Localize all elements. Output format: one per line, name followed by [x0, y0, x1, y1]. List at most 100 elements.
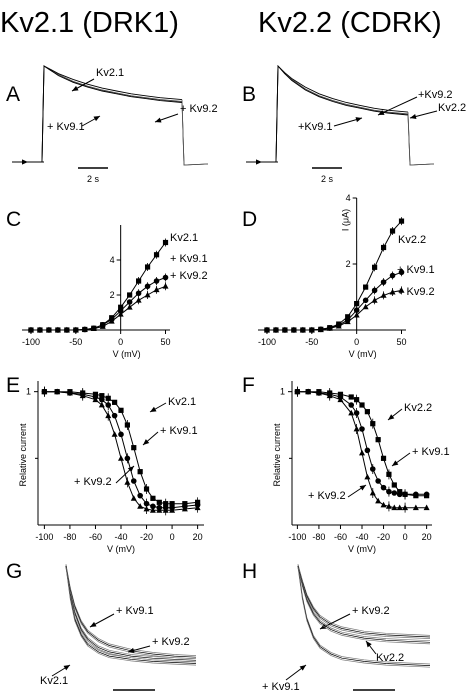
x-tick-label-d-0: 0: [354, 337, 359, 347]
point-c-2-3: [54, 326, 61, 333]
series-arrow-h-2-head: [299, 665, 306, 671]
point-f-2-16: [412, 504, 419, 511]
point-c-2-9: [108, 318, 115, 324]
point-f-0-13: [391, 482, 397, 488]
series-arrow-f-0-head: [388, 414, 395, 420]
tail-trace-g-0-0: [65, 564, 197, 656]
tail-trace-h-1-2: [297, 567, 431, 645]
point-f-2-7: [359, 449, 365, 456]
point-d-0-10: [354, 301, 360, 307]
point-e-0-14: [156, 499, 162, 505]
point-d-0-11: [363, 284, 369, 290]
point-e-0-16: [169, 501, 175, 507]
series-arrow-h-1-head: [366, 641, 372, 648]
point-e-2-1: [54, 388, 61, 395]
tail-trace-h-0-0: [297, 564, 431, 636]
point-f-2-10: [375, 497, 382, 504]
trace-arrow-a-1-head: [155, 117, 162, 123]
y-tick-label-f-1: 1: [280, 387, 285, 397]
point-c-2-2: [45, 326, 52, 333]
plots-layer: Kv2.1+ Kv9.2+ Kv9.12 s+Kv9.2Kv2.2+Kv9.12…: [12, 64, 466, 693]
y-tick-label-c-4: 4: [110, 255, 115, 265]
point-c-0-11: [127, 292, 133, 298]
trace-arrow-b-0-head: [378, 110, 385, 115]
series-arrow-f-2-head: [359, 485, 366, 491]
point-f-2-5: [348, 409, 355, 416]
point-f-1-14: [396, 491, 403, 498]
trace-a-2: [41, 65, 183, 163]
trace-arrow-a-0-head: [72, 85, 79, 91]
y-tick-label-c-2: 2: [110, 290, 115, 300]
point-f-2-1: [305, 388, 312, 395]
point-e-1-11: [137, 492, 143, 499]
trace-b-2: [275, 64, 409, 163]
panel-letter-f: F: [242, 374, 255, 397]
point-f-2-11: [380, 501, 387, 508]
fit-line-c-2: [31, 285, 166, 331]
x-axis-label-d: V (mV): [349, 349, 377, 359]
point-e-2-8: [118, 455, 124, 461]
point-c-2-6: [81, 326, 88, 333]
tail-trace-g-0-1: [65, 565, 197, 658]
point-e-2-7: [111, 431, 118, 437]
fit-line-d-0: [267, 220, 402, 331]
tail-trace-g-1-1: [65, 565, 197, 661]
point-d-2-4: [299, 326, 306, 333]
series-label-c-2: + Kv9.2: [170, 270, 208, 282]
trace-label-a-2: + Kv9.1: [47, 121, 85, 133]
point-e-1-13: [150, 503, 156, 510]
series-label-e-1: + Kv9.1: [160, 425, 198, 437]
holding-arrow-a-head: [22, 159, 28, 165]
point-e-0-13: [150, 495, 156, 501]
point-e-1-10: [130, 478, 137, 484]
y-axis-label-e: Relative current: [18, 423, 28, 487]
point-d-2-7: [326, 325, 333, 331]
scale-label-b: 2 s: [321, 174, 334, 184]
tail-trace-h-1-1: [297, 565, 431, 643]
series-label-g-2: Kv2.1: [40, 675, 68, 687]
y-tick-label-e-1: 1: [26, 387, 31, 397]
point-e-0-5: [99, 393, 105, 399]
point-f-0-10: [375, 437, 381, 443]
x-axis-label-f: V (mV): [348, 544, 376, 554]
panel-letter-h: H: [242, 560, 257, 583]
point-e-0-11: [137, 469, 143, 475]
point-d-2-2: [281, 326, 288, 333]
series-arrow-f-1-head: [392, 460, 399, 466]
x-tick-label-f--20: -20: [377, 532, 390, 542]
point-c-2-7: [90, 325, 97, 331]
tail-b-2: [407, 114, 435, 166]
x-tick-label-e--80: -80: [63, 532, 76, 542]
y-axis-label-d: I (μA): [341, 209, 351, 231]
point-f-2-8: [364, 473, 371, 480]
point-f-1-10: [375, 478, 381, 484]
series-label-d-0: Kv2.2: [398, 234, 426, 246]
x-tick-label-e--60: -60: [89, 532, 102, 542]
point-f-2-2: [315, 389, 322, 396]
tail-trace-h-2-2: [297, 567, 431, 668]
point-d-2-10: [353, 311, 360, 318]
tail-trace-g-1-0: [65, 564, 197, 660]
point-e-2-5: [98, 401, 105, 408]
series-arrow-h-0-head: [320, 623, 327, 629]
point-d-2-6: [317, 326, 324, 333]
holding-arrow-b-head: [256, 159, 262, 165]
point-c-2-1: [36, 326, 43, 333]
x-tick-label-e--20: -20: [140, 532, 153, 542]
series-arrow-g-0-head: [90, 621, 97, 627]
scale-label-a: 2 s: [87, 174, 100, 184]
point-e-1-5: [99, 396, 105, 403]
point-f-1-17: [423, 491, 430, 498]
trace-label-a-1: + Kv9.2: [180, 103, 218, 115]
point-c-2-0: [27, 326, 34, 333]
y-tick-label-d-4: 4: [346, 193, 351, 203]
point-d-2-3: [290, 326, 297, 333]
series-arrow-e-1-head: [143, 439, 150, 445]
x-tick-label-c--50: -50: [69, 337, 82, 347]
x-tick-label-f--60: -60: [334, 532, 347, 542]
x-tick-label-e--100: -100: [35, 532, 53, 542]
point-e-0-7: [112, 399, 118, 405]
point-d-1-10: [353, 307, 360, 314]
left-column-title: Kv2.1 (DRK1): [0, 7, 179, 39]
point-d-1-11: [362, 297, 369, 304]
